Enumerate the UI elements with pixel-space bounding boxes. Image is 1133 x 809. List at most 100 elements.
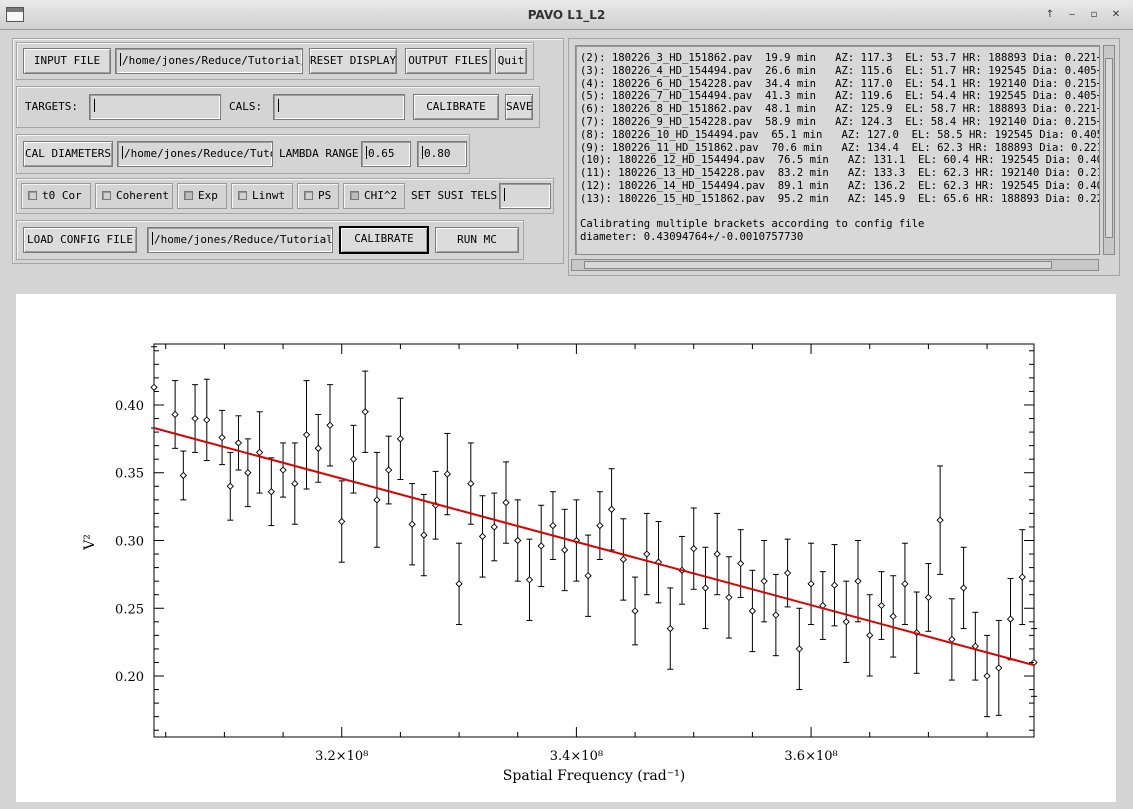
load-config-file-button[interactable]: LOAD CONFIG FILE [23, 227, 137, 253]
data-point [443, 470, 451, 478]
lambda-max-field[interactable]: 0.80 [417, 141, 467, 167]
data-point [877, 601, 886, 610]
config-path-field[interactable]: /home/jones/Reduce/Tutorial/H [147, 227, 333, 253]
log-vertical-scrollbar[interactable] [1103, 45, 1115, 255]
window-title: PAVO L1_L2 [527, 8, 606, 22]
data-point [584, 572, 592, 580]
input-file-button[interactable]: INPUT FILE [23, 48, 111, 74]
data-point [179, 471, 187, 480]
quit-button[interactable]: Quit [495, 48, 527, 74]
cals-label: CALS: [229, 100, 263, 113]
log-text-area[interactable]: (2): 180226_3_HD_151862.pav 19.9 min AZ:… [575, 45, 1100, 255]
data-point [607, 505, 616, 513]
exp-label: Exp [198, 189, 218, 202]
data-point [1006, 615, 1015, 623]
plot-frame [153, 343, 1035, 738]
data-point [889, 612, 897, 621]
data-point [983, 672, 991, 680]
data-point [549, 521, 557, 530]
run-mc-button[interactable]: RUN MC [435, 227, 519, 253]
exp-checkbox[interactable]: Exp [177, 183, 227, 209]
linwt-label: Linwt [252, 189, 286, 202]
log-line: (6): 180226_8_HD_151862.pav 48.1 min AZ:… [580, 103, 1100, 116]
plot-area: 3.2×10⁸ 3.4×10⁸ 3.6×10⁸ 0.20 0.25 0.30 0.35 0.4… [16, 294, 1116, 802]
data-point [830, 581, 839, 589]
diameters-row: CAL DIAMETERS /home/jones/Reduce/Tutor L… [16, 134, 470, 174]
data-point [901, 580, 909, 588]
data-point [171, 410, 179, 419]
susi-tels-label: SET SUSI TELS [411, 189, 498, 202]
window-menu-icon[interactable] [6, 7, 24, 22]
chi2-label: CHI^2 [364, 189, 398, 202]
save-button[interactable]: SAVE [505, 94, 533, 120]
data-point [748, 607, 757, 615]
y-tick-label: 0.20 [115, 670, 144, 685]
data-point [150, 383, 158, 392]
t0-cor-label: t0 Cor [42, 189, 82, 202]
maximize-icon[interactable]: ▫ [1090, 9, 1098, 20]
data-point [396, 435, 405, 443]
ps-box [304, 191, 313, 200]
data-point [995, 664, 1003, 672]
data-point [842, 618, 850, 626]
data-point [373, 496, 381, 504]
ps-checkbox[interactable]: PS [297, 183, 339, 209]
log-line: (11): 180226_13_HD_154228.pav 83.2 min A… [580, 167, 1100, 180]
data-point [349, 455, 358, 463]
x-tick-label: 3.2×10⁸ [315, 749, 368, 764]
data-point [537, 542, 545, 550]
data-point [385, 466, 393, 474]
data-point [783, 569, 792, 577]
data-point [338, 517, 346, 526]
targets-row: TARGETS: CALS: CALIBRATE SAVE [16, 86, 540, 128]
data-point [795, 645, 803, 653]
log-line: (4): 180226_6_HD_154228.pav 34.4 min AZ:… [580, 77, 1100, 90]
data-point [725, 593, 733, 602]
output-files-button[interactable]: OUTPUT FILES [405, 48, 491, 74]
t0-cor-checkbox[interactable]: t0 Cor [21, 183, 91, 209]
log-line: diameter: 0.43094764+/-0.0010757730 [580, 231, 804, 244]
log-vertical-scroll-thumb[interactable] [1105, 58, 1113, 238]
data-point [218, 433, 226, 442]
data-point [203, 416, 211, 424]
data-point [772, 611, 780, 619]
raise-icon[interactable]: ↑ [1045, 9, 1055, 20]
title-bar: PAVO L1_L2 ↑ ‒ ▫ ✕ [0, 0, 1133, 30]
data-point [690, 544, 698, 553]
input-path-field[interactable]: /home/jones/Reduce/Tutorial/H [115, 48, 303, 74]
log-line: (10): 180226_12_HD_154494.pav 76.5 min A… [580, 154, 1100, 167]
targets-input[interactable] [89, 94, 221, 120]
data-point [631, 607, 639, 615]
log-line [580, 206, 1099, 219]
data-point [502, 498, 510, 507]
minimize-icon[interactable]: ‒ [1068, 9, 1076, 20]
data-point [619, 555, 627, 564]
log-horizontal-scrollbar[interactable] [571, 259, 1099, 271]
log-panel: (2): 180226_3_HD_151862.pav 19.9 min AZ:… [568, 38, 1120, 276]
log-line: (7): 180226_9_HD_154228.pav 58.9 min AZ:… [580, 115, 1100, 128]
cal-diameters-path-field[interactable]: /home/jones/Reduce/Tutor [117, 141, 273, 167]
lambda-min-field[interactable]: 0.65 [361, 141, 411, 167]
log-line: Calibrating multiple brackets according … [580, 218, 925, 231]
data-point [596, 521, 604, 530]
data-point [361, 408, 369, 416]
file-row: INPUT FILE /home/jones/Reduce/Tutorial/H… [16, 42, 534, 80]
data-point [713, 550, 721, 558]
chi2-checkbox[interactable]: CHI^2 [343, 183, 405, 209]
reset-display-button[interactable]: RESET DISPLAY [309, 48, 397, 74]
linwt-checkbox[interactable]: Linwt [231, 183, 293, 209]
coherent-checkbox[interactable]: Coherent [95, 183, 173, 209]
lambda-range-label: LAMBDA RANGE [279, 147, 359, 160]
calibrate-targets-button[interactable]: CALIBRATE [413, 94, 499, 120]
data-point [226, 482, 234, 490]
cal-diameters-button[interactable]: CAL DIAMETERS [23, 141, 113, 167]
config-row: LOAD CONFIG FILE /home/jones/Reduce/Tuto… [16, 220, 524, 260]
calibrate-config-button[interactable]: CALIBRATE [339, 226, 429, 254]
susi-tels-input[interactable] [499, 183, 551, 209]
coherent-box [102, 191, 111, 200]
data-point [737, 559, 745, 568]
log-horizontal-scroll-thumb[interactable] [584, 261, 1052, 269]
close-icon[interactable]: ✕ [1111, 9, 1121, 20]
cals-input[interactable] [273, 94, 405, 120]
data-point [701, 584, 710, 592]
